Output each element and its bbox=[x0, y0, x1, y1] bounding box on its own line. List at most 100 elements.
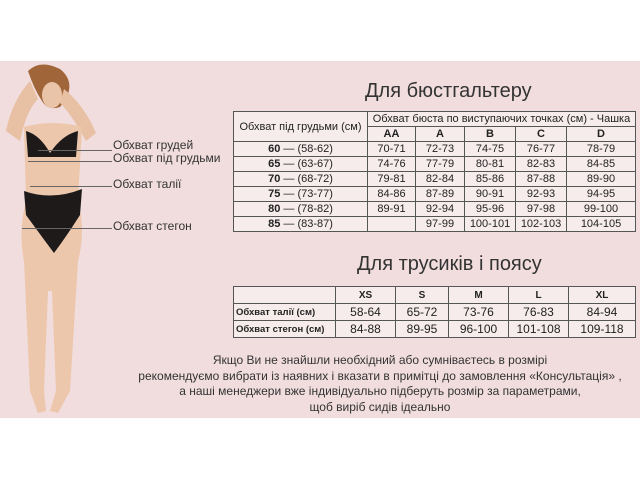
band-range: — (83-87) bbox=[280, 218, 333, 230]
cup-header: C bbox=[515, 126, 567, 142]
bust-cell: 90-91 bbox=[464, 186, 516, 202]
band-size-cell: 70 — (68-72) bbox=[233, 171, 368, 187]
band-range: — (78-82) bbox=[280, 203, 333, 215]
underbust-line bbox=[28, 161, 112, 162]
row-label: Обхват стегон (см) bbox=[233, 320, 336, 338]
bust-cell: 102-103 bbox=[515, 216, 567, 232]
band-size-cell: 85 — (83-87) bbox=[233, 216, 368, 232]
size-cell: 65-72 bbox=[395, 303, 449, 321]
bust-cell: 99-100 bbox=[566, 201, 636, 217]
table-row: Обхват стегон (см) 84-88 89-95 96-100 101-10… bbox=[233, 320, 636, 338]
band-size-cell: 60 — (58-62) bbox=[233, 141, 368, 157]
band-size: 65 bbox=[268, 158, 281, 170]
table-row: 60 — (58-62) 70-71 72-73 74-75 76-77 78-79 bbox=[233, 141, 636, 157]
bust-cell: 100-101 bbox=[464, 216, 516, 232]
size-header-row: XS S M L XL bbox=[233, 286, 636, 304]
note-line: щоб виріб сидів ідеально bbox=[309, 399, 451, 414]
size-header: XS bbox=[335, 286, 396, 304]
bust-cell: 84-86 bbox=[367, 186, 416, 202]
label-hips: Обхват стегон bbox=[113, 219, 192, 233]
bust-cell: 72-73 bbox=[415, 141, 465, 157]
table-row: 85 — (83-87) 97-99 100-101 102-103 104-105 bbox=[233, 216, 636, 232]
band-size: 85 bbox=[268, 218, 281, 230]
table-row: 75 — (73-77) 84-86 87-89 90-91 92-93 94-95 bbox=[233, 186, 636, 202]
bust-cell: 94-95 bbox=[566, 186, 636, 202]
bust-cell bbox=[367, 216, 416, 232]
size-cell: 89-95 bbox=[395, 320, 449, 338]
size-cell: 58-64 bbox=[335, 303, 396, 321]
label-waist: Обхват талії bbox=[113, 177, 182, 191]
bust-cell: 82-84 bbox=[415, 171, 465, 187]
bra-size-table: Обхват під грудьми (см) Обхват бюста по … bbox=[233, 111, 636, 232]
note-line: а наші менеджери вже індивідуально підбе… bbox=[179, 384, 581, 398]
band-range: — (73-77) bbox=[280, 188, 333, 200]
band-size-cell: 75 — (73-77) bbox=[233, 186, 368, 202]
band-range: — (68-72) bbox=[280, 173, 333, 185]
bust-cell: 74-76 bbox=[367, 156, 416, 172]
label-underbust: Обхват під грудьми bbox=[113, 151, 221, 165]
consultation-note: Якщо Ви не знайшли необхідний або сумнів… bbox=[130, 353, 630, 415]
panties-title: Для трусиків і поясу bbox=[357, 253, 542, 275]
band-size-cell: 65 — (63-67) bbox=[233, 156, 368, 172]
bust-cell: 85-86 bbox=[464, 171, 516, 187]
size-header: S bbox=[395, 286, 449, 304]
empty-cell bbox=[233, 286, 336, 304]
hip-line bbox=[22, 228, 112, 229]
bust-cell: 97-98 bbox=[515, 201, 567, 217]
bust-cell: 95-96 bbox=[464, 201, 516, 217]
bust-cell: 77-79 bbox=[415, 156, 465, 172]
band-size: 70 bbox=[268, 173, 281, 185]
cup-header-row: AA A B C D bbox=[234, 126, 636, 142]
band-size: 60 bbox=[268, 143, 281, 155]
table-row: 70 — (68-72) 79-81 82-84 85-86 87-88 89-90 bbox=[233, 171, 636, 187]
bust-group-header: Обхват бюста по виступаючих точках (см) … bbox=[367, 111, 636, 127]
underbust-header: Обхват під грудьми (см) bbox=[233, 111, 368, 142]
label-bust: Обхват грудей bbox=[113, 138, 194, 152]
bust-cell: 89-90 bbox=[566, 171, 636, 187]
table-row: 65 — (63-67) 74-76 77-79 80-81 82-83 84-85 bbox=[233, 156, 636, 172]
size-cell: 96-100 bbox=[448, 320, 509, 338]
cup-header: D bbox=[566, 126, 636, 142]
bust-cell: 92-93 bbox=[515, 186, 567, 202]
bust-cell: 87-89 bbox=[415, 186, 465, 202]
table-row: Обхват талії (см) 58-64 65-72 73-76 76-83 84-… bbox=[233, 303, 636, 321]
bust-cell: 104-105 bbox=[566, 216, 636, 232]
cup-header: AA bbox=[367, 126, 416, 142]
size-cell: 84-94 bbox=[568, 303, 636, 321]
size-cell: 84-88 bbox=[335, 320, 396, 338]
row-label: Обхват талії (см) bbox=[233, 303, 336, 321]
bust-line bbox=[38, 150, 112, 151]
size-cell: 73-76 bbox=[448, 303, 509, 321]
bust-cell: 79-81 bbox=[367, 171, 416, 187]
bust-cell: 76-77 bbox=[515, 141, 567, 157]
bust-cell: 80-81 bbox=[464, 156, 516, 172]
bust-cell: 84-85 bbox=[566, 156, 636, 172]
band-range: — (58-62) bbox=[280, 143, 333, 155]
band-size-cell: 80 — (78-82) bbox=[233, 201, 368, 217]
bust-cell: 97-99 bbox=[415, 216, 465, 232]
bust-cell: 74-75 bbox=[464, 141, 516, 157]
bra-title: Для бюстгальтеру bbox=[365, 80, 532, 102]
note-line: Якщо Ви не знайшли необхідний або сумнів… bbox=[212, 353, 548, 367]
size-cell: 76-83 bbox=[508, 303, 569, 321]
panties-size-table: XS S M L XL Обхват талії (см) 58-64 65-72 7… bbox=[233, 286, 636, 338]
size-cell: 101-108 bbox=[508, 320, 569, 338]
table-header-row: Обхват під грудьми (см) Обхват бюста по … bbox=[233, 111, 636, 142]
cup-header: A bbox=[415, 126, 465, 142]
bust-cell: 70-71 bbox=[367, 141, 416, 157]
table-row: 80 — (78-82) 89-91 92-94 95-96 97-98 99-100 bbox=[233, 201, 636, 217]
bust-cell: 82-83 bbox=[515, 156, 567, 172]
bust-cell: 89-91 bbox=[367, 201, 416, 217]
model-figure-image bbox=[6, 64, 96, 413]
size-header: M bbox=[448, 286, 509, 304]
waist-line bbox=[30, 186, 112, 187]
band-size: 80 bbox=[268, 203, 281, 215]
band-range: — (63-67) bbox=[280, 158, 333, 170]
bust-cell: 92-94 bbox=[415, 201, 465, 217]
note-line: рекомендуємо вибрати із наявних і вказат… bbox=[138, 368, 622, 383]
bust-cell: 87-88 bbox=[515, 171, 567, 187]
band-size: 75 bbox=[268, 188, 281, 200]
size-header: XL bbox=[568, 286, 636, 304]
bust-cell: 78-79 bbox=[566, 141, 636, 157]
size-header: L bbox=[508, 286, 569, 304]
